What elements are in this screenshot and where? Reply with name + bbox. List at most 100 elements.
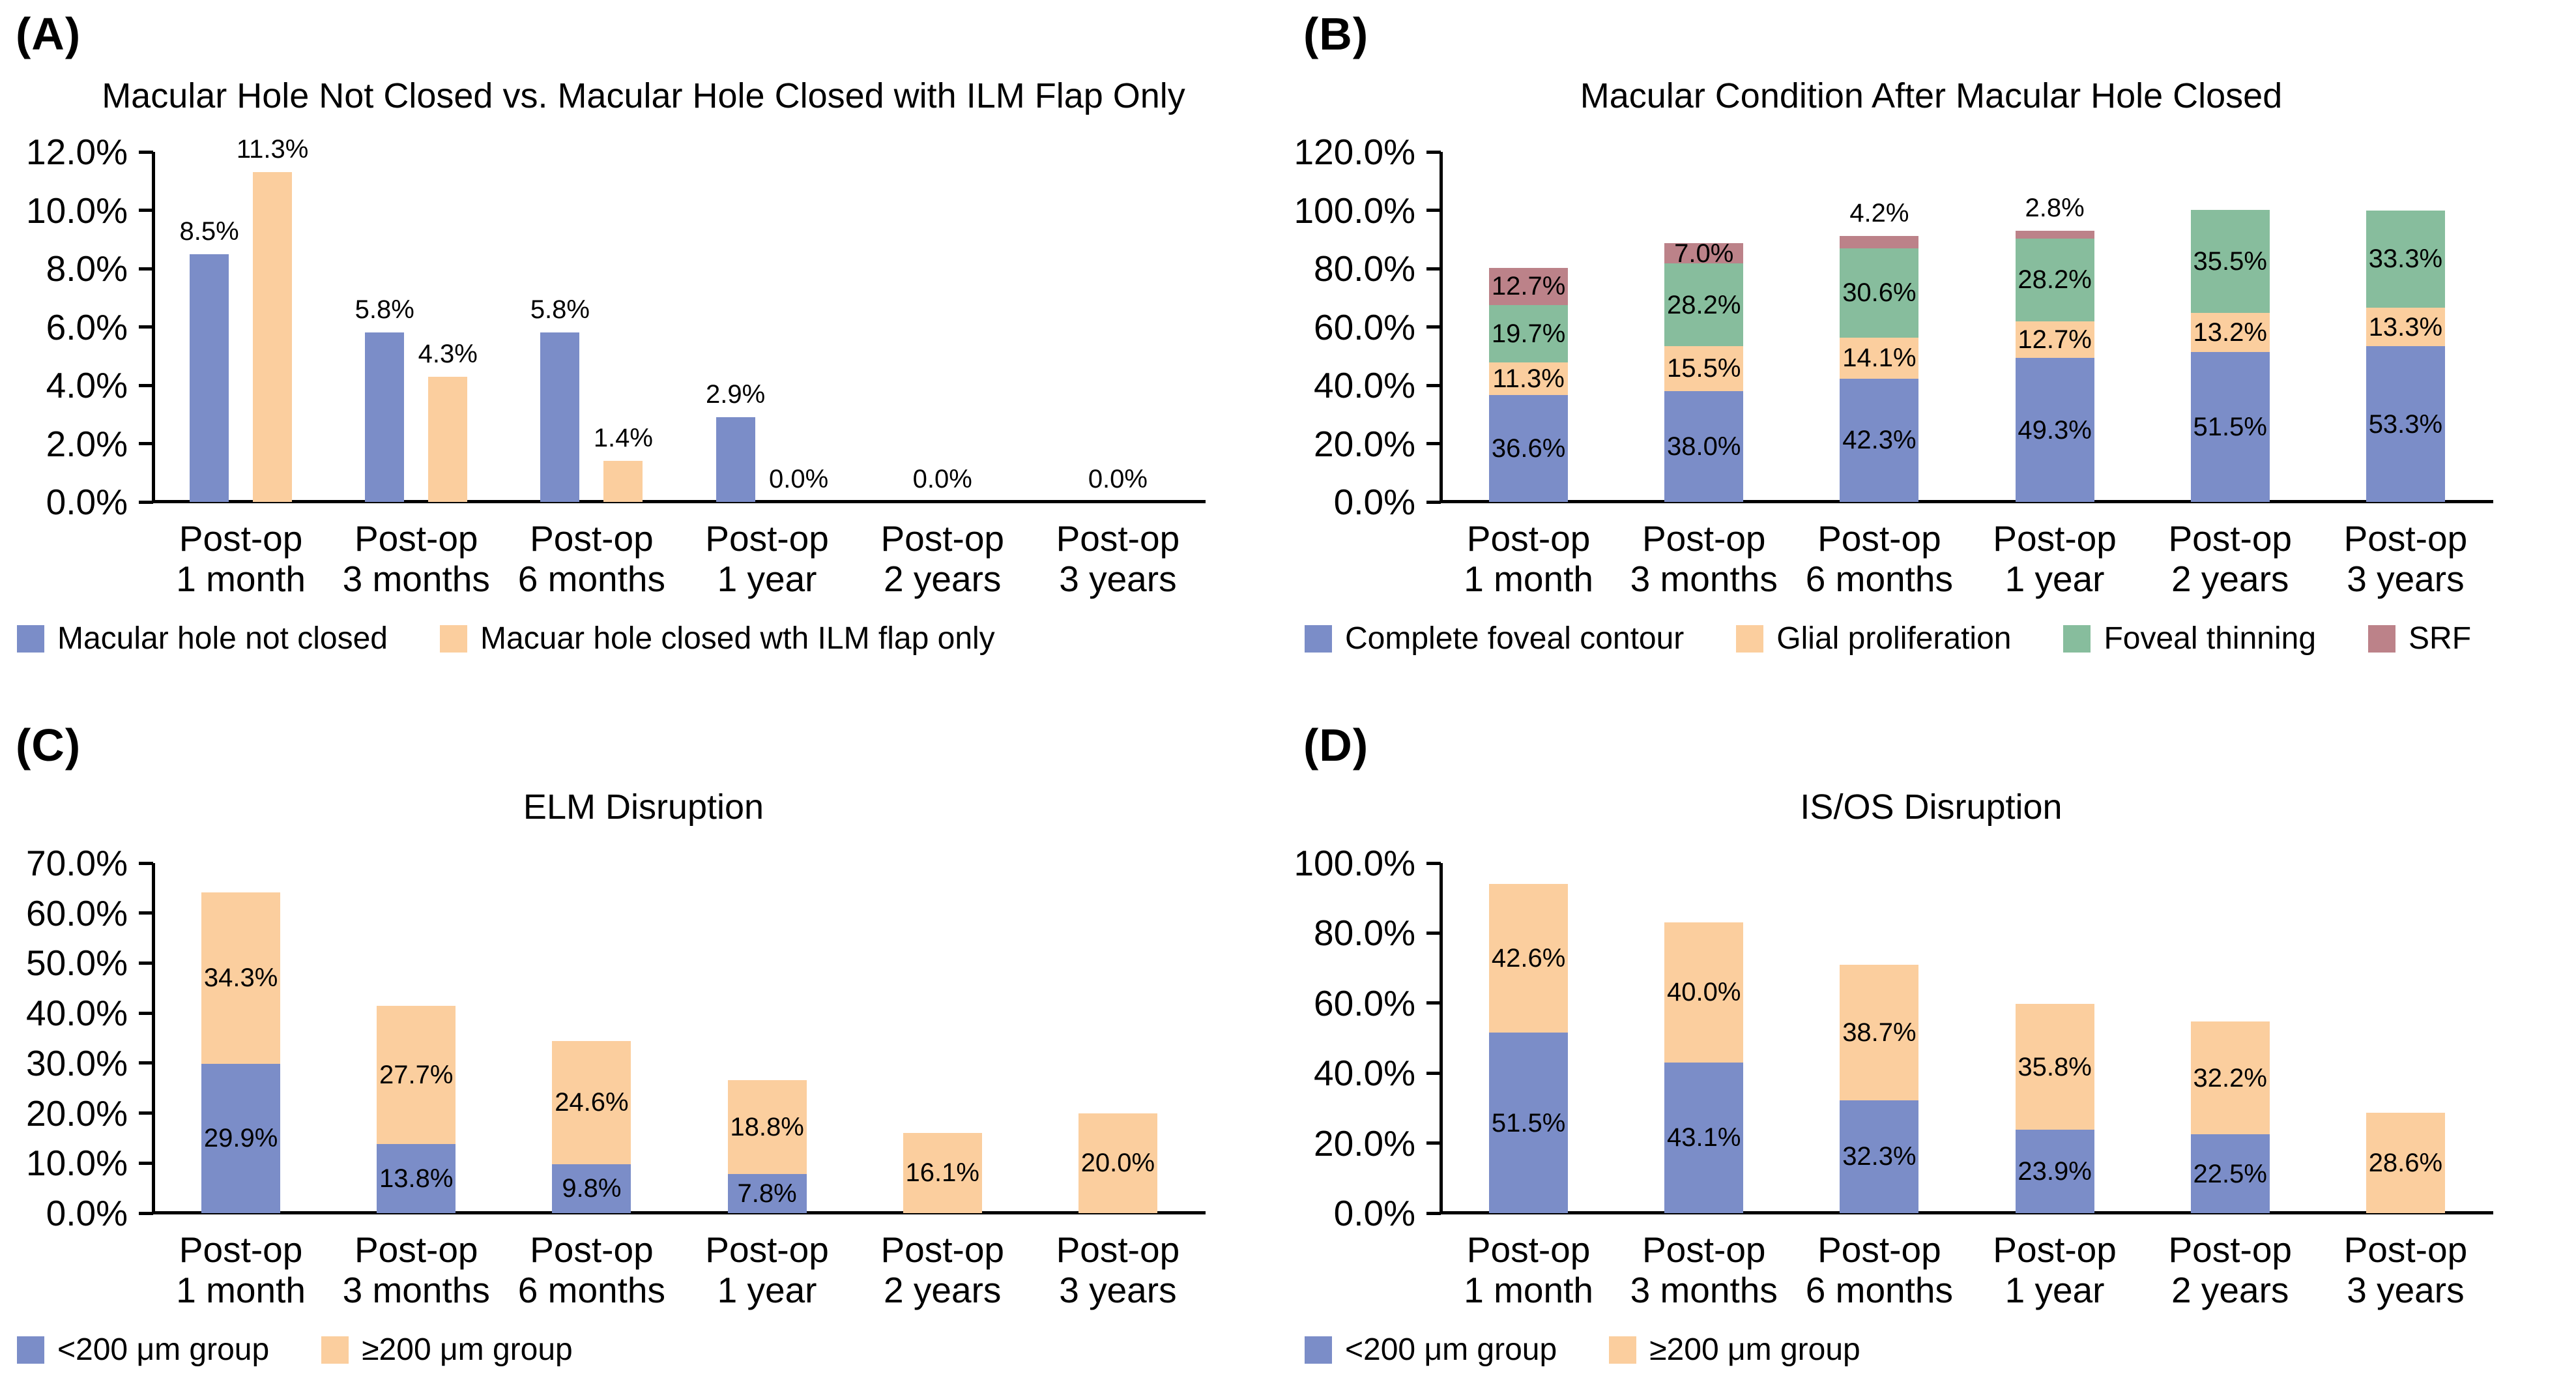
segment-value-label: 34.3% [203, 963, 278, 993]
y-axis-line [1440, 863, 1443, 1214]
legend-color-swatch [2063, 624, 2091, 653]
y-axis-tick-label: 10.0% [26, 190, 128, 231]
y-axis-tick [1426, 1001, 1441, 1005]
x-axis-category-label: Post-op 3 years [1056, 1229, 1180, 1310]
segment-value-label: 28.2% [2018, 265, 2092, 295]
legend-label: ≥200 μm group [1649, 1332, 1860, 1367]
y-axis-tick-label: 20.0% [1314, 423, 1415, 464]
legend-color-swatch [1609, 1336, 1637, 1364]
y-axis-tick [139, 383, 153, 387]
bar-segment [1489, 395, 1569, 502]
legend-item: <200 μm group [17, 1332, 269, 1368]
bar-segment [727, 1079, 807, 1175]
segment-value-label: 23.9% [2018, 1156, 2092, 1186]
y-axis-tick [139, 500, 153, 504]
bar-segment [201, 1063, 281, 1213]
y-axis-tick [1426, 383, 1441, 387]
bar-segment [1840, 337, 1919, 379]
plot-area: 0.0% 20.0% 40.0% 60.0% 80.0% 100.0% Post-op 1 … [1294, 844, 2493, 1310]
segment-value-label: 35.5% [2193, 247, 2267, 276]
segment-value-label: 11.3% [1492, 364, 1565, 393]
y-axis-tick [139, 961, 153, 965]
bar-value-label: 4.2% [1849, 198, 1909, 228]
bar-segment [2190, 351, 2270, 502]
segment-value-label: 27.7% [379, 1060, 454, 1089]
bar-segment [201, 892, 281, 1064]
y-axis-tick-label: 50.0% [26, 943, 128, 984]
bar-segment [2015, 239, 2094, 321]
y-axis-tick [1426, 500, 1441, 504]
legend-item: <200 μm group [1305, 1332, 1557, 1368]
x-axis-category-label: Post-op 1 year [705, 518, 829, 599]
y-axis-tick [139, 1111, 153, 1115]
y-axis-tick [1426, 1071, 1441, 1075]
y-axis-tick [139, 911, 153, 915]
legend-label: <200 μm group [1345, 1332, 1557, 1367]
segment-value-label: 15.5% [1667, 354, 1741, 383]
legend-item: Foveal thinning [2063, 621, 2316, 656]
y-axis-tick [139, 150, 153, 154]
legend-color-swatch [1736, 624, 1764, 653]
bar-segment [2015, 1004, 2094, 1130]
y-axis-tick [139, 209, 153, 212]
bar-segment [1664, 1062, 1744, 1213]
segment-value-label: 13.8% [379, 1164, 454, 1194]
x-axis-category-label: Post-op 3 months [342, 1229, 490, 1310]
bar-segment [377, 1005, 456, 1145]
segment-value-label: 24.6% [555, 1088, 629, 1117]
bar-segment [1489, 1033, 1569, 1213]
y-axis-tick [139, 1161, 153, 1165]
panel-c: (C) ELM Disruption 0.0% 10.0% 20.0% 30.0% 40… [0, 690, 1288, 1380]
legend-color-swatch [17, 624, 44, 653]
segment-value-label: 51.5% [1491, 1108, 1566, 1138]
chart-title: Macular Hole Not Closed vs. Macular Hole… [102, 76, 1185, 115]
segment-value-label: 12.7% [2018, 325, 2092, 354]
y-axis-tick-label: 60.0% [1314, 306, 1415, 347]
y-axis-tick-label: 12.0% [26, 132, 128, 172]
x-axis-category-label: Post-op 1 year [705, 1229, 829, 1310]
y-axis-tick-label: 10.0% [26, 1143, 128, 1184]
x-axis-category-label: Post-op 3 years [2343, 1229, 2468, 1310]
y-axis-tick-label: 60.0% [1314, 982, 1415, 1023]
segment-value-label: 29.9% [203, 1124, 278, 1153]
legend-item: Macuar hole closed wth ILM flap only [439, 621, 995, 656]
x-axis-category-label: Post-op 6 months [1805, 1229, 1954, 1310]
legend-item: Complete foveal contour [1305, 621, 1684, 656]
bar-value-label: 2.9% [705, 380, 766, 409]
bar-value-label: 2.8% [2025, 193, 2085, 222]
segment-value-label: 42.6% [1491, 944, 1566, 973]
x-axis-category-label: Post-op 6 months [1805, 518, 1954, 599]
y-axis-tick-label: 30.0% [26, 1042, 128, 1083]
legend: Complete foveal contour Glial proliferati… [1305, 621, 2471, 656]
panel-b: (B) Macular Condition After Macular Hole… [1288, 0, 2576, 690]
y-axis-tick-label: 60.0% [26, 892, 128, 933]
y-axis-tick [1426, 1211, 1441, 1215]
x-axis-category-label: Post-op 1 month [176, 1229, 306, 1310]
bar [540, 332, 580, 502]
bar-segment [2366, 346, 2445, 502]
x-axis-line [152, 500, 1206, 503]
x-axis-category-label: Post-op 1 year [1993, 518, 2117, 599]
legend-label: SRF [2409, 621, 2472, 656]
y-axis-tick-label: 40.0% [26, 993, 128, 1034]
bar-value-label: 0.0% [768, 465, 829, 493]
x-axis-category-label: Post-op 1 month [1464, 518, 1593, 599]
x-axis-category-label: Post-op 2 years [880, 1229, 1004, 1310]
y-axis-tick [139, 1011, 153, 1015]
x-axis-category-label: Post-op 2 years [880, 518, 1004, 599]
bar-segment [1664, 922, 1744, 1063]
segment-value-label: 32.2% [2193, 1063, 2267, 1093]
bar-segment [2366, 307, 2445, 347]
legend-label: ≥200 μm group [362, 1332, 573, 1367]
x-axis-category-label: Post-op 3 months [1630, 518, 1778, 599]
segment-value-label: 7.8% [737, 1179, 797, 1209]
legend-label: Glial proliferation [1776, 621, 2012, 656]
y-axis-tick-label: 120.0% [1294, 132, 1415, 172]
y-axis-tick-label: 2.0% [46, 423, 128, 464]
bar-segment [1664, 390, 1744, 502]
bar [716, 417, 755, 502]
bar-value-label: 11.3% [236, 135, 309, 164]
y-axis-tick [139, 1211, 153, 1215]
bar-segment [377, 1144, 456, 1213]
segment-value-label: 16.1% [905, 1158, 979, 1188]
